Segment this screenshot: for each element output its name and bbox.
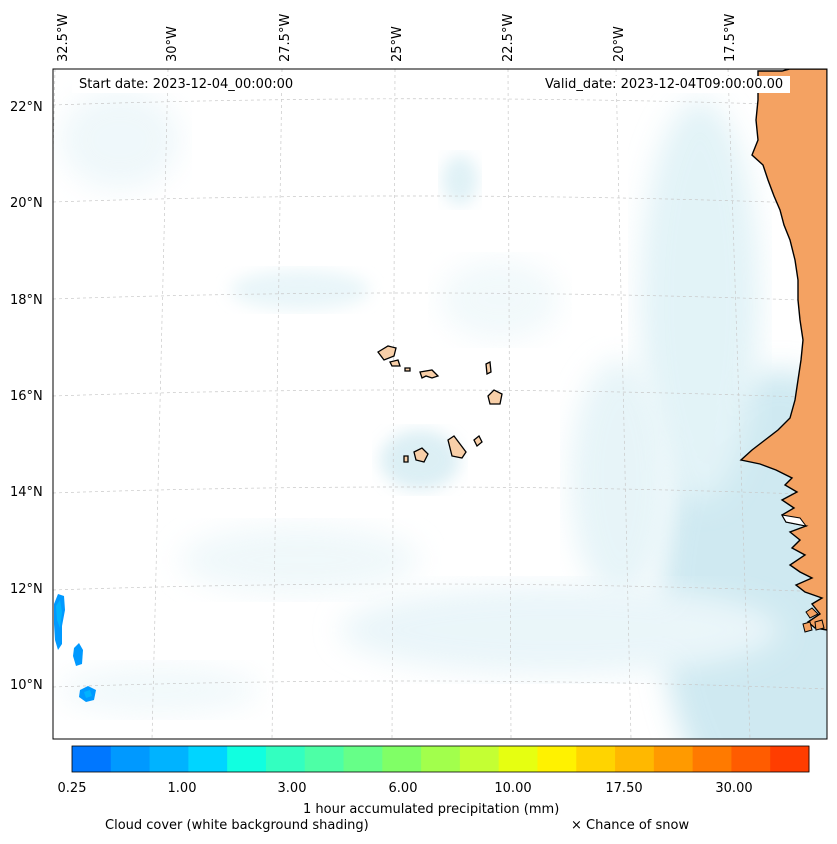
colorbar-cell: [731, 746, 771, 772]
lon-label: 25°W: [390, 26, 405, 62]
precipitation-cells: [54, 594, 96, 702]
graticule-lines: [53, 69, 827, 739]
colorbar-tick-label: 17.50: [605, 781, 642, 796]
cloud-cover-note: Cloud cover (white background shading): [105, 818, 369, 833]
africa-inlet-1: [781, 514, 808, 527]
colorbar-cell: [382, 746, 422, 772]
lon-label: 32.5°W: [56, 14, 71, 62]
island-sal: [485, 360, 492, 376]
colorbar-cell: [615, 746, 655, 772]
colorbar-cell: [304, 746, 345, 772]
lat-label: 22°N: [10, 100, 43, 115]
precip-cell-3-core: [84, 690, 92, 698]
island-maio: [473, 434, 483, 448]
colorbar-cell: [576, 746, 616, 772]
colorbar-frame: [71, 745, 810, 773]
colorbar-cell: [692, 746, 732, 772]
precip-cell-2: [73, 643, 83, 666]
island-santa-luzia: [404, 367, 411, 372]
colorbar-cell: [188, 746, 228, 772]
colorbar-cell: [227, 746, 267, 772]
africa-land: [739, 69, 827, 631]
colorbar-cell: [498, 746, 538, 772]
colorbar-tick-label: 6.00: [389, 781, 418, 796]
start-date-label: Start date: 2023-12-04_00:00:00: [72, 76, 301, 93]
lat-label: 18°N: [10, 293, 43, 308]
map-frame: [52, 68, 828, 740]
colorbar-cell: [421, 746, 461, 772]
colorbar-cell: [265, 746, 306, 772]
lon-label: 22.5°W: [501, 14, 516, 62]
lon-label: 27.5°W: [278, 14, 293, 62]
island-brava: [403, 455, 409, 463]
colorbar-cell: [770, 746, 810, 772]
precip-cell-1-core: [56, 600, 62, 628]
colorbar-tick-label: 10.00: [494, 781, 531, 796]
lat-label: 20°N: [10, 196, 43, 211]
island-santiago: [447, 435, 467, 459]
colorbar-ticks: 0.25 1.00 3.00 6.00 10.00 17.50 30.00: [58, 781, 753, 796]
lat-label: 12°N: [10, 582, 43, 597]
colorbar-cell: [343, 746, 383, 772]
colorbar-cell: [149, 746, 189, 772]
island-santo-antao: [377, 345, 397, 361]
colorbar-tick-label: 3.00: [278, 781, 307, 796]
lon-label: 17.5°W: [723, 14, 738, 62]
lat-label: 14°N: [10, 485, 43, 500]
lon-label: 30°W: [165, 26, 180, 62]
cloud-cover-shading: [60, 90, 827, 739]
lat-label: 10°N: [10, 678, 43, 693]
colorbar-tick-label: 0.25: [58, 781, 87, 796]
colorbar-tick-label: 1.00: [168, 781, 197, 796]
island-sao-nicolau: [419, 369, 440, 379]
island-boa-vista: [487, 389, 503, 405]
lat-label: 16°N: [10, 389, 43, 404]
cape-verde-islands: [377, 345, 503, 463]
colorbar-cell: [537, 746, 577, 772]
longitude-labels: 32.5°W 30°W 27.5°W 25°W 22.5°W 20°W 17.5…: [56, 14, 738, 62]
colorbar-title: 1 hour accumulated precipitation (mm): [303, 802, 560, 817]
valid-date-label: Valid_date: 2023-12-04T09:00:00.00: [538, 76, 791, 93]
colorbar-tick-label: 30.00: [715, 781, 752, 796]
lon-label: 20°W: [612, 26, 627, 62]
precipitation-colorbar: [72, 746, 810, 772]
bijagos-islands: [802, 607, 825, 633]
colorbar-cell: [72, 746, 112, 772]
snow-chance-note: × Chance of snow: [571, 818, 690, 833]
colorbar-cell: [459, 746, 500, 772]
island-fogo: [413, 447, 429, 463]
island-sao-vicente: [389, 359, 401, 367]
colorbar-cell: [653, 746, 694, 772]
colorbar-cell: [110, 746, 151, 772]
latitude-labels: 22°N 20°N 18°N 16°N 14°N 12°N 10°N: [10, 100, 43, 693]
